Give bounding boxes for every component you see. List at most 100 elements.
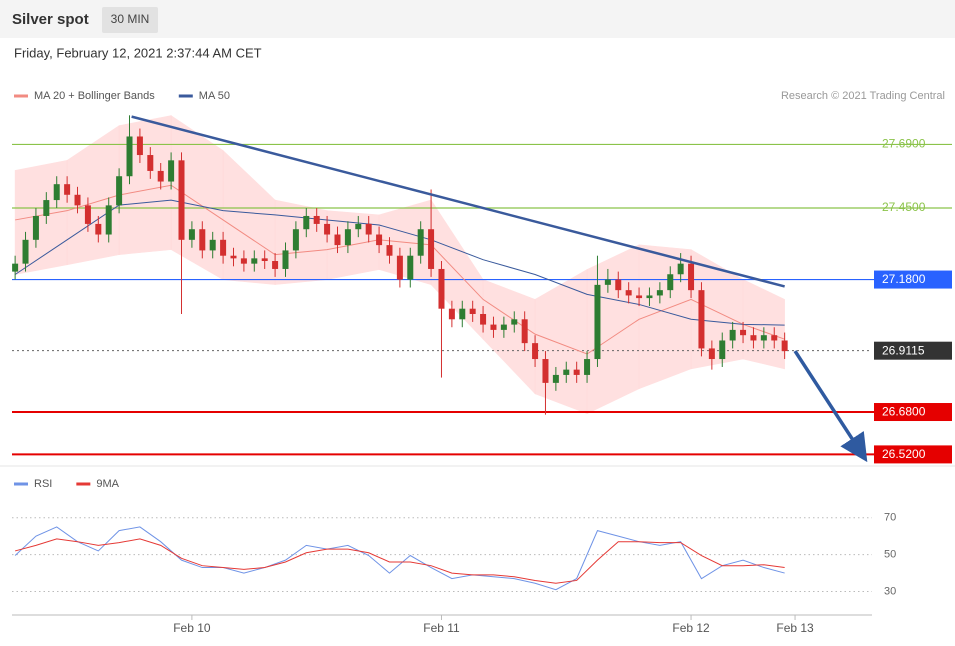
candle-body [12,263,19,272]
level-label-box [874,445,952,464]
candle-body [594,284,601,360]
source: Research © 2021 Trading Central [781,90,945,102]
candle-body [240,258,247,264]
candle-body [313,215,320,224]
level-label: 26.9115 [882,343,925,357]
candle-body [532,343,539,360]
candle-body [698,290,705,349]
moving-average [15,184,785,355]
candle-body [272,261,279,269]
candle-body [636,295,643,299]
candle-body [230,255,237,259]
candle-body [428,229,435,269]
candle-body [407,255,414,280]
candle-body [32,215,39,240]
candle-body [656,290,663,296]
candle-body [604,279,611,285]
candle-body [542,359,549,383]
candle-body [116,176,123,206]
level-label: 27.1800 [882,272,926,286]
candle-body [74,194,81,206]
bollinger-band [274,199,328,285]
candle-body [490,324,497,330]
candle-body [105,205,112,235]
candle-body [563,369,570,375]
candle-body [521,319,528,344]
candle-body [459,308,466,320]
candle-body [199,229,206,251]
candle-body [688,263,695,291]
candle-body [771,335,778,341]
level-label: 26.5200 [882,447,926,461]
candle-body [324,223,331,235]
candle-body [22,239,29,264]
level-label: 26.6800 [882,405,926,419]
candle-body [750,335,757,341]
candle-body [355,223,362,230]
level-label-box [874,270,952,289]
candle-body [573,369,580,375]
candle-body [188,229,195,240]
candle-body [209,239,216,251]
candle-body [760,335,767,341]
y-tick-label: 70 [884,512,896,524]
candle-body [43,200,50,216]
candle-body [334,234,341,246]
title: Silver spot [12,11,89,28]
moving-average [14,199,785,326]
legend-label: MA 20 + Bollinger Bands [34,90,155,102]
candle-body [448,308,455,320]
candle-body [147,155,154,171]
candle-body [261,258,268,262]
candle-body [157,170,164,182]
candle-body [365,223,372,235]
candle-body [396,255,403,280]
level-label-box [874,341,952,360]
x-tick-label: Feb 11 [423,621,460,635]
timestamp: Friday, February 12, 2021 2:37:44 AM CET [14,45,262,60]
candle-body [740,329,747,336]
candle-body [646,295,653,299]
forecast-arrow [793,350,868,463]
candle-body [615,279,622,291]
candle-body [438,268,445,309]
candle-body [584,359,591,375]
candle-body [719,340,726,360]
candle-body [469,308,476,314]
bollinger-band [222,149,276,285]
candle-body [386,245,393,256]
candle-body [95,223,102,235]
level-label: 27.6900 [882,137,926,151]
candle-body [376,234,383,246]
candle-body [64,184,71,195]
candle-body [625,290,632,296]
candle-body [667,274,674,291]
candle-body [417,229,424,256]
candle-body [282,250,289,269]
timeframe[interactable]: 30 MIN [111,12,150,26]
candle-body [84,205,91,224]
x-tick-label: Feb 13 [776,621,814,635]
candle-body [126,136,133,177]
candle-body [500,324,507,330]
candle-body [251,258,258,264]
candle-body [708,348,715,360]
y-tick-label: 30 [884,585,896,597]
candle-body [136,136,143,156]
legend-label: RSI [34,478,52,490]
candle-body [344,229,351,246]
candle-body [480,313,487,325]
candle-body [677,263,684,275]
candle-body [292,229,299,251]
x-tick-label: Feb 10 [173,621,211,635]
candle-body [511,319,518,325]
timeframe-button[interactable] [102,7,158,33]
candle-body [552,374,559,383]
candle-body [303,215,310,230]
rsi-line [14,526,785,591]
legend-label: 9MA [96,478,119,490]
candle-body [168,160,175,182]
bollinger-band [118,115,172,255]
candle-body [781,340,788,352]
